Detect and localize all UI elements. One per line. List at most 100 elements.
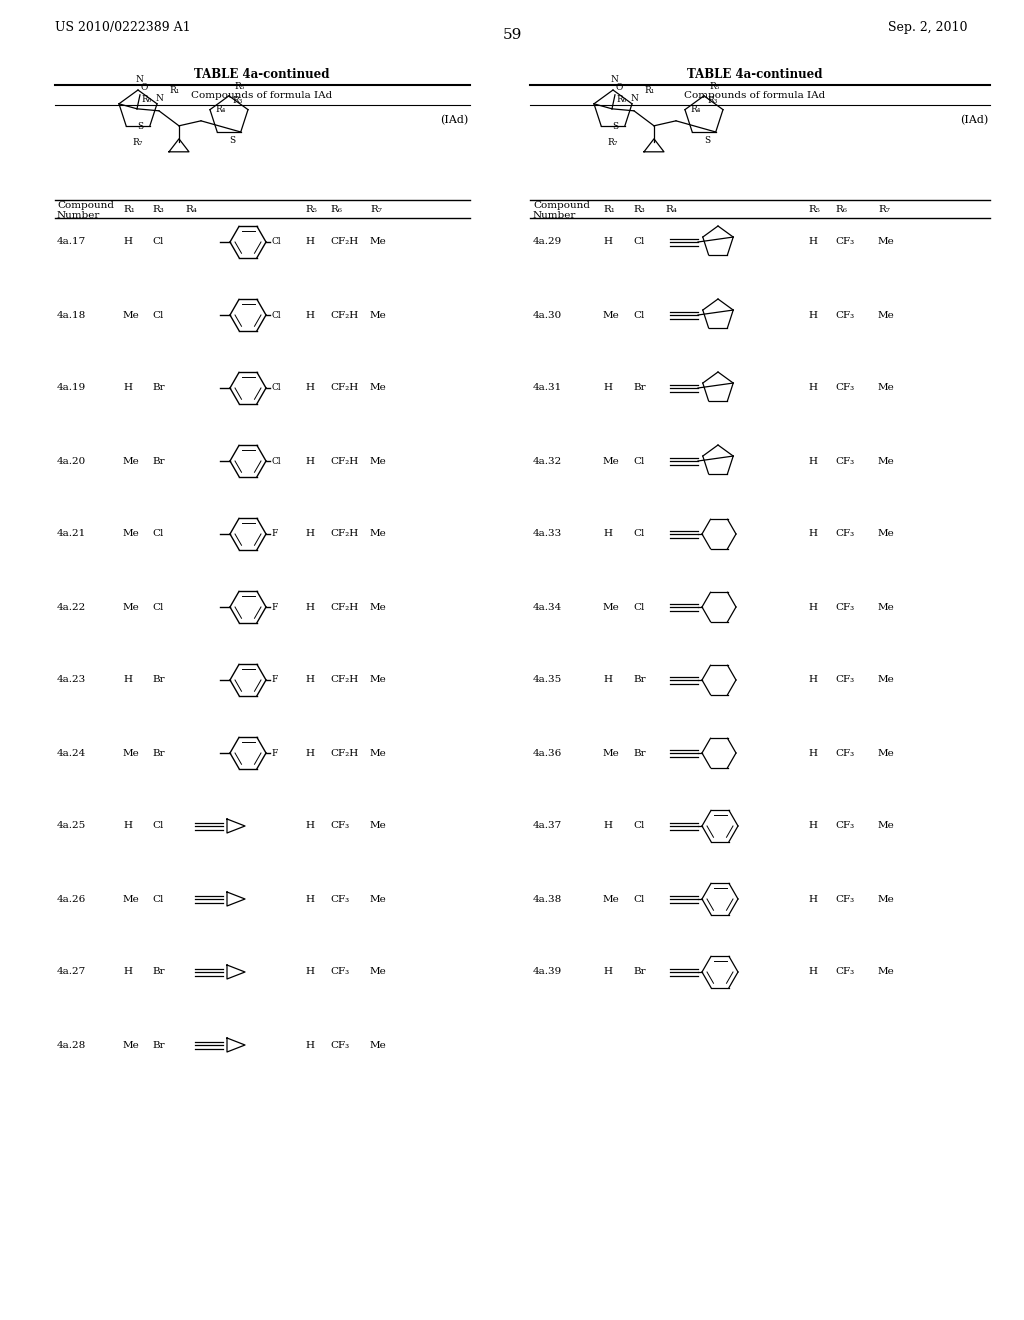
Text: CF₂H: CF₂H — [330, 238, 358, 247]
Text: Cl: Cl — [152, 602, 164, 611]
Text: H: H — [603, 529, 612, 539]
Text: Compound: Compound — [57, 202, 114, 210]
Text: Me: Me — [370, 895, 387, 903]
Text: Br: Br — [152, 676, 165, 685]
Text: CF₃: CF₃ — [835, 602, 854, 611]
Text: Me: Me — [878, 602, 895, 611]
Text: Br: Br — [633, 384, 645, 392]
Text: 4a.33: 4a.33 — [534, 529, 562, 539]
Text: H: H — [603, 384, 612, 392]
Text: 4a.27: 4a.27 — [57, 968, 86, 977]
Text: 4a.31: 4a.31 — [534, 384, 562, 392]
Text: CF₃: CF₃ — [330, 821, 349, 830]
Text: 4a.25: 4a.25 — [57, 821, 86, 830]
Text: R₅: R₅ — [305, 206, 316, 214]
Text: F: F — [271, 602, 278, 611]
Text: Br: Br — [152, 1040, 165, 1049]
Text: H: H — [305, 457, 314, 466]
Text: Cl: Cl — [633, 602, 644, 611]
Text: F: F — [271, 748, 278, 758]
Text: 4a.37: 4a.37 — [534, 821, 562, 830]
Text: H: H — [305, 238, 314, 247]
Text: R₅: R₅ — [709, 82, 719, 91]
Text: Cl: Cl — [271, 310, 281, 319]
Text: H: H — [305, 310, 314, 319]
Text: Me: Me — [123, 602, 139, 611]
Text: R₁: R₁ — [169, 86, 179, 95]
Text: Me: Me — [878, 238, 895, 247]
Text: N: N — [630, 94, 638, 103]
Text: Compounds of formula IAd: Compounds of formula IAd — [191, 91, 333, 99]
Text: 4a.21: 4a.21 — [57, 529, 86, 539]
Text: 4a.35: 4a.35 — [534, 676, 562, 685]
Text: Me: Me — [370, 821, 387, 830]
Text: 4a.38: 4a.38 — [534, 895, 562, 903]
Text: F: F — [271, 676, 278, 685]
Text: 4a.20: 4a.20 — [57, 457, 86, 466]
Text: H: H — [305, 602, 314, 611]
Text: 4a.19: 4a.19 — [57, 384, 86, 392]
Text: S: S — [137, 121, 143, 131]
Text: H: H — [603, 821, 612, 830]
Text: R₇: R₇ — [133, 139, 143, 147]
Text: R₆: R₆ — [141, 95, 152, 104]
Text: H: H — [603, 676, 612, 685]
Text: R₇: R₇ — [370, 206, 382, 214]
Text: H: H — [305, 895, 314, 903]
Text: H: H — [123, 384, 132, 392]
Text: S: S — [705, 136, 711, 145]
Text: 4a.39: 4a.39 — [534, 968, 562, 977]
Text: Cl: Cl — [271, 238, 281, 247]
Text: 4a.18: 4a.18 — [57, 310, 86, 319]
Text: Me: Me — [603, 748, 620, 758]
Text: Me: Me — [878, 821, 895, 830]
Text: R₄: R₄ — [690, 106, 700, 114]
Text: (IAd): (IAd) — [439, 115, 468, 125]
Text: Me: Me — [878, 384, 895, 392]
Text: H: H — [123, 676, 132, 685]
Text: R₃: R₃ — [152, 206, 164, 214]
Text: CF₃: CF₃ — [330, 895, 349, 903]
Text: 4a.29: 4a.29 — [534, 238, 562, 247]
Text: H: H — [305, 676, 314, 685]
Text: R₆: R₆ — [616, 95, 627, 104]
Text: H: H — [808, 529, 817, 539]
Text: H: H — [305, 1040, 314, 1049]
Text: Br: Br — [152, 457, 165, 466]
Text: CF₃: CF₃ — [330, 968, 349, 977]
Text: H: H — [305, 748, 314, 758]
Text: Cl: Cl — [152, 238, 164, 247]
Text: CF₃: CF₃ — [835, 895, 854, 903]
Text: Sep. 2, 2010: Sep. 2, 2010 — [889, 21, 968, 33]
Text: Me: Me — [123, 1040, 139, 1049]
Text: Me: Me — [603, 310, 620, 319]
Text: O: O — [141, 83, 148, 92]
Text: Cl: Cl — [152, 821, 164, 830]
Text: Me: Me — [878, 457, 895, 466]
Text: Me: Me — [123, 529, 139, 539]
Text: R₁: R₁ — [123, 206, 135, 214]
Text: H: H — [808, 310, 817, 319]
Text: H: H — [808, 821, 817, 830]
Text: N: N — [610, 75, 617, 84]
Text: CF₂H: CF₂H — [330, 602, 358, 611]
Text: Me: Me — [878, 676, 895, 685]
Text: 4a.28: 4a.28 — [57, 1040, 86, 1049]
Text: Cl: Cl — [633, 821, 644, 830]
Text: Me: Me — [123, 895, 139, 903]
Text: R₇: R₇ — [608, 139, 618, 147]
Text: Br: Br — [152, 748, 165, 758]
Text: Cl: Cl — [633, 310, 644, 319]
Text: Me: Me — [370, 602, 387, 611]
Text: Cl: Cl — [152, 310, 164, 319]
Text: N: N — [155, 94, 163, 103]
Text: R₃: R₃ — [633, 206, 645, 214]
Text: H: H — [808, 384, 817, 392]
Text: CF₃: CF₃ — [835, 529, 854, 539]
Text: H: H — [808, 602, 817, 611]
Text: Me: Me — [603, 602, 620, 611]
Text: Me: Me — [603, 457, 620, 466]
Text: TABLE 4a-continued: TABLE 4a-continued — [687, 69, 822, 82]
Text: Cl: Cl — [633, 895, 644, 903]
Text: Me: Me — [878, 529, 895, 539]
